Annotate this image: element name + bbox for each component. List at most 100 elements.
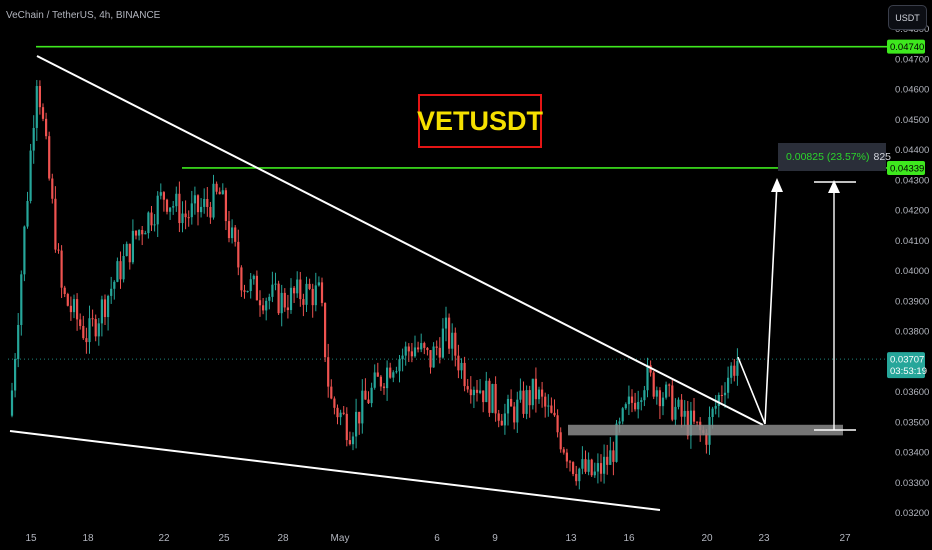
candle-body — [333, 398, 336, 408]
currency-button[interactable]: USDT — [888, 5, 927, 30]
y-tick-label: 0.04000 — [895, 266, 929, 277]
candle-body — [432, 346, 435, 368]
candle-body — [553, 412, 556, 416]
candle-body — [395, 371, 398, 373]
candle-body — [646, 365, 649, 391]
candle-body — [200, 206, 203, 213]
level-price-tag: 0.04740 — [890, 42, 924, 53]
y-tick-label: 0.04100 — [895, 236, 929, 247]
candle-body — [513, 406, 516, 423]
candle-body — [488, 380, 491, 413]
candle-body — [72, 299, 76, 313]
candle-body — [314, 285, 317, 306]
candle-body — [398, 359, 401, 372]
candle-body — [203, 198, 206, 207]
candle-body — [575, 473, 578, 482]
candle-body — [506, 398, 510, 414]
candle-body — [190, 203, 193, 218]
candle-body — [91, 318, 94, 320]
candle-body — [379, 376, 382, 387]
candle-body — [640, 400, 643, 402]
candle-body — [457, 355, 460, 371]
candle-body — [556, 415, 559, 433]
candle-body — [17, 324, 20, 360]
candle-body — [689, 410, 692, 436]
candle-body — [485, 380, 488, 403]
candle-body — [76, 299, 79, 320]
candle-body — [175, 193, 178, 207]
candle-body — [581, 459, 584, 469]
candle-body — [435, 346, 438, 348]
candle-body — [227, 221, 231, 239]
candle-body — [643, 390, 646, 401]
candle-body — [147, 212, 150, 234]
candle-body — [692, 410, 696, 422]
candle-body — [494, 383, 497, 414]
x-tick-label: 22 — [158, 533, 170, 544]
candle-body — [544, 396, 547, 407]
candle-body — [596, 463, 599, 472]
candle-body — [572, 462, 575, 474]
candle-body — [426, 347, 429, 351]
candle-body — [57, 249, 60, 251]
y-tick-label: 0.03500 — [895, 417, 929, 428]
candle-body — [69, 305, 72, 313]
candle-body — [153, 224, 156, 226]
candle-body — [624, 404, 627, 409]
candle-body — [441, 328, 444, 358]
candle-body — [159, 192, 162, 196]
candle-body — [150, 212, 153, 226]
candle-body — [525, 390, 528, 414]
candle-body — [634, 402, 637, 410]
lower-trendline — [9, 430, 661, 511]
candle-body — [736, 361, 739, 376]
candle-body — [317, 282, 320, 286]
candle-body — [714, 405, 717, 409]
x-tick-label: 27 — [839, 533, 851, 544]
y-tick-label: 0.03300 — [895, 478, 929, 489]
candle-body — [358, 411, 361, 424]
candle-body — [224, 190, 227, 222]
y-tick-label: 0.04600 — [895, 85, 929, 96]
candle-body — [308, 283, 311, 289]
candle-body — [302, 299, 305, 305]
candle-body — [221, 190, 224, 195]
candle-body — [491, 383, 494, 413]
candle-body — [88, 318, 91, 343]
candle-body — [438, 347, 441, 358]
candle-body — [448, 317, 451, 349]
y-tick-label: 0.03800 — [895, 327, 929, 338]
candle-body — [193, 195, 196, 204]
current-price-label: 0.03707 — [890, 355, 924, 366]
candle-body — [212, 183, 215, 218]
candle-body — [103, 299, 107, 318]
candle-body — [107, 295, 110, 318]
y-tick-label: 0.04500 — [895, 115, 929, 126]
support-zone — [568, 424, 843, 436]
y-tick-label: 0.03900 — [895, 296, 929, 307]
candle-body — [324, 302, 327, 358]
candle-body — [320, 282, 324, 303]
candle-body — [655, 390, 658, 397]
candle-body — [711, 408, 714, 418]
candles — [10, 79, 739, 490]
candle-body — [472, 389, 475, 396]
candle-body — [305, 283, 308, 305]
candle-body — [48, 136, 51, 179]
candle-body — [615, 423, 618, 462]
candle-body — [184, 213, 187, 218]
chart-overlays — [9, 45, 887, 511]
x-tick-label: 28 — [277, 533, 289, 544]
candle-body — [128, 243, 131, 263]
candle-body — [705, 433, 708, 445]
candle-body — [503, 413, 506, 426]
candle-body — [429, 350, 432, 368]
candle-body — [376, 372, 379, 377]
candle-body — [528, 390, 531, 406]
candle-body — [26, 201, 29, 227]
candle-body — [404, 346, 407, 356]
candle-body — [565, 452, 568, 462]
candle-body — [627, 396, 630, 405]
candle-body — [531, 378, 534, 406]
